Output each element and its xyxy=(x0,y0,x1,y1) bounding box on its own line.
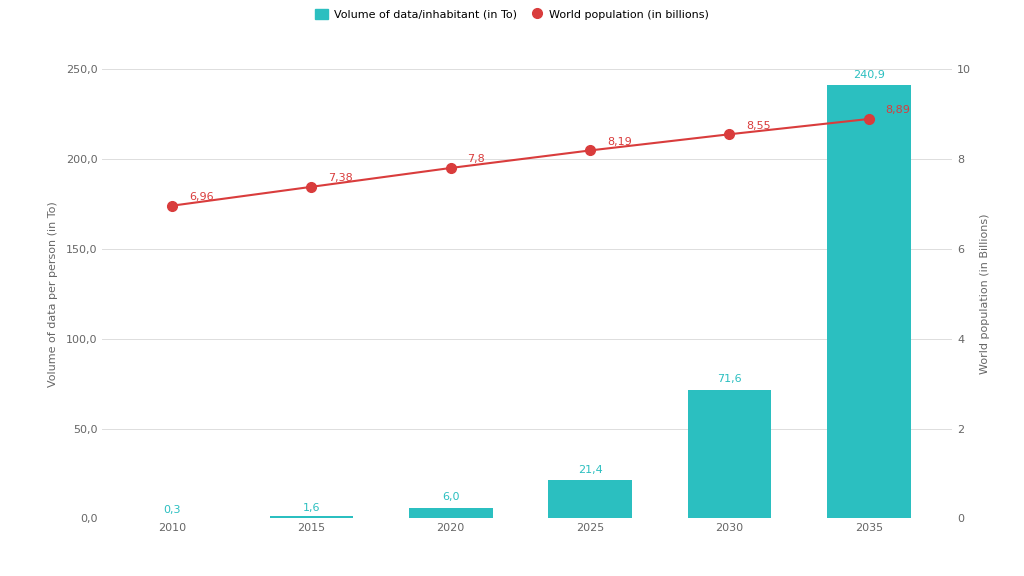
Text: 71,6: 71,6 xyxy=(717,374,741,384)
Text: 8,55: 8,55 xyxy=(746,120,771,131)
Text: 8,89: 8,89 xyxy=(886,105,910,115)
Text: 8,19: 8,19 xyxy=(607,137,632,147)
Bar xyxy=(269,516,353,518)
Text: 240,9: 240,9 xyxy=(853,70,885,80)
Legend: Volume of data/inhabitant (in To), World population (in billions): Volume of data/inhabitant (in To), World… xyxy=(311,6,713,23)
Text: 0,3: 0,3 xyxy=(163,505,181,515)
Text: 6,96: 6,96 xyxy=(188,192,213,202)
Bar xyxy=(687,390,771,518)
Bar xyxy=(409,507,493,518)
Text: 1,6: 1,6 xyxy=(303,503,321,513)
Y-axis label: World population (in Billions): World population (in Billions) xyxy=(980,214,989,374)
Text: 6,0: 6,0 xyxy=(442,492,460,502)
Text: 7,38: 7,38 xyxy=(328,173,353,183)
Y-axis label: Volume of data per person (in To): Volume of data per person (in To) xyxy=(47,201,57,386)
Text: 21,4: 21,4 xyxy=(578,465,602,475)
Bar xyxy=(827,85,910,518)
Text: 7,8: 7,8 xyxy=(467,154,485,164)
Bar xyxy=(548,480,632,518)
